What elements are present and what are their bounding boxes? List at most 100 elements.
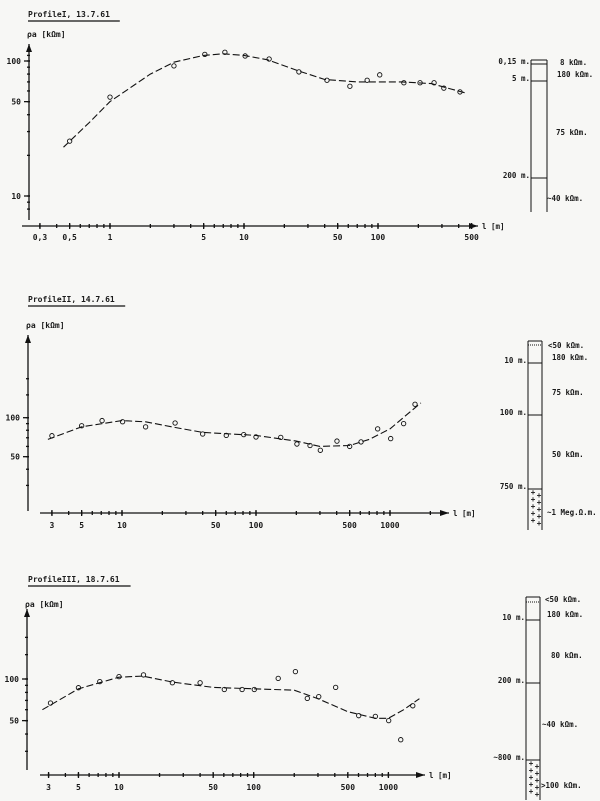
layer-resistivity-label: 80 kΩm. — [551, 651, 583, 660]
y-tick-label: 100 — [5, 675, 20, 684]
crystalline-hatch-icon: + — [537, 491, 542, 500]
data-point — [356, 713, 362, 719]
depth-label: 0,15 m. — [498, 57, 530, 66]
data-point — [400, 420, 407, 427]
x-tick-label: 100 — [246, 783, 261, 792]
crystalline-hatch-icon: + — [529, 780, 534, 789]
data-point — [221, 686, 227, 693]
data-point — [278, 434, 284, 441]
data-point — [275, 675, 281, 682]
x-axis-arrow — [469, 223, 478, 229]
layer-column: 0,15 m. 5 m. 200 m. 8 kΩm. 180 kΩm. 75 kΩm. ~4… — [498, 57, 593, 212]
data-point — [358, 439, 364, 445]
chart-title: ProfileI, 13.7.61 — [28, 9, 110, 19]
y-tick-label: 100 — [7, 57, 22, 66]
fitted-curve — [47, 402, 422, 447]
layer-resistivity-label: <50 kΩm. — [545, 595, 581, 604]
crystalline-hatch-icon: + — [531, 488, 536, 497]
data-point — [67, 138, 73, 144]
depth-label: 200 m. — [503, 171, 530, 180]
x-tick-label: 10 — [239, 233, 249, 242]
data-point — [197, 680, 203, 686]
profile-1-chart: ProfileI, 13.7.61 ρa [kΩm] l [m] 0,3 0,5 1 5 10… — [7, 9, 594, 242]
crystalline-hatch-icon: + — [537, 505, 542, 514]
x-tick-label: 500 — [464, 233, 479, 242]
data-point — [347, 83, 353, 89]
data-point — [99, 417, 105, 424]
x-tick-label: 500 — [341, 783, 356, 792]
y-axis-label: ρa [kΩm] — [25, 600, 64, 609]
layer-resistivity-label: 180 kΩm. — [557, 70, 593, 79]
depth-label: 750 m. — [500, 482, 527, 491]
crystalline-hatch-icon: + — [535, 790, 540, 799]
layer-resistivity-label: >100 kΩm. — [541, 781, 582, 790]
x-axis-arrow — [440, 510, 449, 516]
data-point — [119, 419, 126, 425]
x-tick-label: 3 — [50, 521, 55, 530]
layer-resistivity-label: 50 kΩm. — [552, 450, 584, 459]
x-tick-label: 1000 — [380, 521, 399, 530]
crystalline-hatch-icon: + — [529, 787, 534, 796]
x-tick-label: 3 — [46, 783, 51, 792]
x-tick-label: 0,3 — [33, 233, 48, 242]
data-point — [242, 53, 248, 59]
data-point — [364, 77, 370, 83]
x-tick-label: 5 — [79, 521, 84, 530]
layer-resistivity-label: ~40 kΩm. — [547, 194, 583, 203]
crystalline-hatch-icon: + — [529, 766, 534, 775]
data-point — [142, 424, 149, 430]
layer-column: 10 m.200 m.~800 m.+ ++ ++ ++ ++ +<50 kΩm.180 … — [493, 595, 583, 800]
x-axis-arrow — [416, 772, 425, 778]
data-point — [386, 717, 392, 724]
profile-2-chart: ProfileII, 14.7.61 ρa [kΩm] l [m] 3 5 10 50 100… — [6, 294, 597, 530]
x-tick-label: 10 — [117, 521, 127, 530]
data-point — [317, 447, 323, 453]
fitted-curve — [42, 675, 420, 719]
y-tick-label: 100 — [6, 414, 21, 423]
depth-label: 100 m. — [500, 408, 527, 417]
crystalline-hatch-icon: + — [535, 762, 540, 771]
data-point — [171, 63, 177, 69]
layer-resistivity-label: 75 kΩm. — [556, 128, 588, 137]
data-point — [47, 700, 54, 706]
data-point — [79, 423, 85, 429]
y-axis-arrow — [25, 335, 31, 343]
y-axis-arrow — [26, 44, 32, 52]
depth-label: 10 m. — [504, 356, 527, 365]
data-point — [202, 51, 208, 58]
depth-label: 10 m. — [502, 613, 525, 622]
crystalline-hatch-icon: + — [531, 495, 536, 504]
data-point — [431, 80, 437, 86]
data-point — [372, 713, 378, 719]
y-tick-label: 10 — [11, 192, 21, 201]
data-point — [316, 694, 322, 700]
y-axis-label: ρa [kΩm] — [27, 30, 66, 39]
y-axis-arrow — [24, 609, 30, 617]
crystalline-hatch-icon: + — [537, 519, 542, 528]
data-point — [222, 49, 228, 55]
y-tick-label: 50 — [10, 453, 20, 462]
data-point — [172, 420, 178, 426]
x-tick-label: 50 — [208, 783, 218, 792]
crystalline-hatch-icon: + — [531, 502, 536, 511]
data-point — [296, 69, 302, 75]
data-point — [239, 686, 245, 693]
chart-title: ProfileII, 14.7.61 — [28, 294, 115, 304]
data-point — [75, 685, 82, 691]
x-tick-label: 5 — [201, 233, 206, 242]
data-point — [241, 431, 247, 438]
data-point — [377, 72, 383, 78]
crystalline-hatch-icon: + — [537, 498, 542, 507]
x-tick-label: 1000 — [379, 783, 398, 792]
x-axis-label: l [m] — [482, 222, 505, 231]
x-tick-label: 1 — [108, 233, 113, 242]
chart-title: ProfileIII, 18.7.61 — [28, 574, 120, 584]
data-point — [97, 678, 103, 685]
layer-resistivity-label: <50 kΩm. — [548, 341, 584, 350]
data-point — [49, 433, 55, 439]
data-point — [401, 80, 407, 86]
data-point — [333, 684, 339, 691]
data-point — [251, 686, 257, 693]
crystalline-hatch-icon: + — [535, 769, 540, 778]
depth-label: ~800 m. — [493, 753, 525, 762]
